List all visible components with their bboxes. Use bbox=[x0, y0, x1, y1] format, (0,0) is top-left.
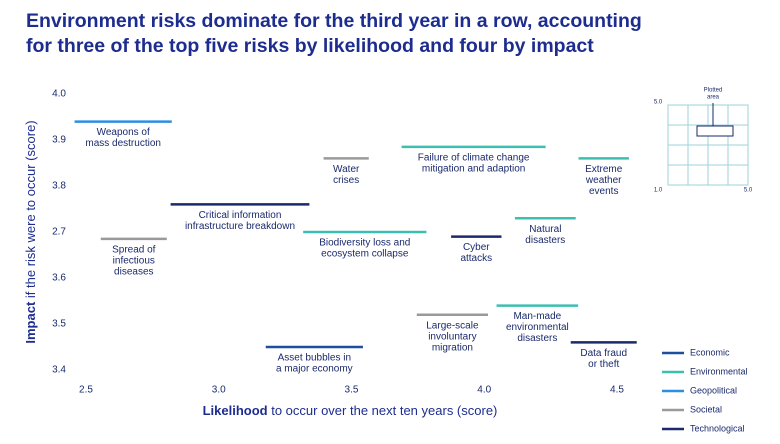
y-tick-label: 3.5 bbox=[52, 319, 66, 330]
risk-label: weather bbox=[585, 175, 622, 186]
x-tick-label: 4.5 bbox=[610, 385, 624, 396]
x-tick-label: 3.5 bbox=[345, 385, 359, 396]
legend-label: Geopolitical bbox=[690, 385, 737, 395]
risk-label: a major economy bbox=[276, 364, 353, 375]
risk-label: involuntary bbox=[428, 331, 476, 342]
legend-label: Technological bbox=[690, 423, 745, 433]
risk-label: disasters bbox=[525, 235, 565, 246]
x-axis-title-bold: Likelihood bbox=[203, 403, 268, 418]
inset-caption: Plotted bbox=[704, 88, 723, 94]
y-tick-label: 3.9 bbox=[52, 135, 66, 146]
risk-label: Man-made bbox=[513, 311, 561, 322]
risk-label: infrastructure breakdown bbox=[185, 221, 295, 232]
risk-label: Critical information bbox=[199, 210, 282, 221]
x-tick-label: 2.5 bbox=[79, 385, 93, 396]
x-tick-label: 3.0 bbox=[212, 385, 226, 396]
x-axis-title-rest: to occur over the next ten years (score) bbox=[268, 403, 498, 418]
legend-label: Environmental bbox=[690, 366, 748, 376]
chart-title: Environment risks dominate for the third… bbox=[26, 10, 642, 32]
risk-label: Asset bubbles in bbox=[278, 353, 351, 364]
risk-label: or theft bbox=[588, 359, 619, 370]
inset-area bbox=[696, 125, 734, 137]
risk-label: disasters bbox=[517, 333, 557, 344]
risk-label: crises bbox=[333, 175, 359, 186]
inset-right: 5.0 bbox=[744, 188, 753, 194]
legend-label: Societal bbox=[690, 404, 722, 414]
risk-label: environmental bbox=[506, 322, 569, 333]
risk-label: Biodiversity loss and bbox=[319, 238, 410, 249]
inset-left: 1.0 bbox=[654, 188, 663, 194]
risk-label: Extreme bbox=[585, 164, 623, 175]
inset-caption: area bbox=[707, 95, 720, 101]
risk-label: infectious bbox=[113, 256, 155, 267]
risk-label: ecosystem collapse bbox=[321, 249, 409, 260]
risk-label: mass destruction bbox=[85, 138, 161, 149]
y-tick-label: 3.6 bbox=[52, 273, 66, 284]
risk-label: Water bbox=[333, 164, 360, 175]
risk-label: Cyber bbox=[463, 242, 490, 253]
inset-top: 5.0 bbox=[654, 100, 663, 106]
risk-label: Spread of bbox=[112, 245, 156, 256]
risk-label: Data fraud bbox=[580, 348, 627, 359]
x-axis-title: Likelihood to occur over the next ten ye… bbox=[203, 403, 498, 418]
risk-label: Large-scale bbox=[426, 320, 479, 331]
legend-label: Economic bbox=[690, 347, 730, 357]
x-tick-label: 4.0 bbox=[477, 385, 491, 396]
y-tick-label: 3.8 bbox=[52, 181, 66, 192]
risk-label: diseases bbox=[114, 267, 153, 278]
risk-label: Failure of climate change bbox=[418, 153, 530, 164]
risk-label: attacks bbox=[460, 253, 492, 264]
chart-title: for three of the top five risks by likel… bbox=[26, 35, 594, 57]
risk-label: events bbox=[589, 186, 618, 197]
risk-label: Weapons of bbox=[97, 127, 150, 138]
y-axis-title: Impact if the risk were to occur (score) bbox=[23, 120, 38, 343]
y-tick-label: 4.0 bbox=[52, 89, 66, 100]
y-tick-label: 3.4 bbox=[52, 365, 66, 376]
risk-label: Natural bbox=[529, 224, 561, 235]
y-axis-title-rest: if the risk were to occur (score) bbox=[23, 120, 38, 301]
y-axis-title-bold: Impact bbox=[23, 301, 38, 344]
inset bbox=[667, 103, 749, 186]
y-tick-label: 2.7 bbox=[52, 227, 66, 238]
risk-label: mitigation and adaption bbox=[422, 164, 525, 175]
risk-label: migration bbox=[432, 342, 473, 353]
